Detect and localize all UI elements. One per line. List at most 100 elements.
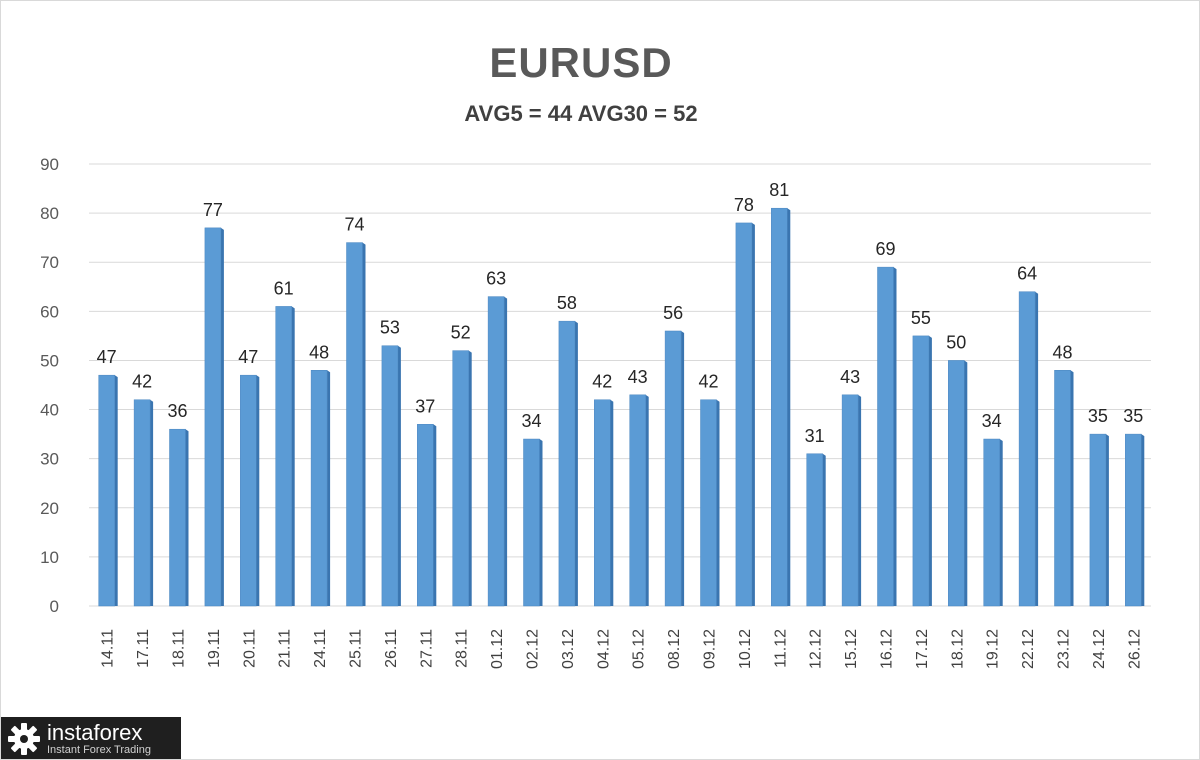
data-label: 56 <box>663 303 683 323</box>
x-tick-label: 27.11 <box>418 629 435 668</box>
bar <box>877 266 894 607</box>
bar-side <box>1070 370 1074 606</box>
x-tick-label: 11.12 <box>772 629 789 668</box>
x-tick-label: 24.11 <box>312 629 329 668</box>
data-label: 52 <box>451 323 471 343</box>
data-label: 42 <box>132 372 152 392</box>
data-label: 43 <box>840 367 860 387</box>
bar <box>1089 433 1107 607</box>
bar-side <box>539 439 543 606</box>
bar-side <box>610 399 614 606</box>
bars <box>98 207 1145 607</box>
y-tick-label: 0 <box>50 597 59 616</box>
bar-side <box>220 227 224 606</box>
bar <box>204 227 222 607</box>
bar <box>948 360 965 607</box>
x-tick-label: 26.11 <box>383 629 400 668</box>
bar <box>594 399 611 607</box>
x-tick-label: 25.11 <box>348 629 365 668</box>
x-tick-label: 16.12 <box>879 629 896 669</box>
bar <box>664 330 682 607</box>
y-tick-label: 40 <box>40 401 59 420</box>
bar <box>240 374 257 607</box>
data-label: 34 <box>521 411 541 431</box>
bar <box>381 345 399 607</box>
x-tick-label: 12.12 <box>808 629 825 669</box>
data-label: 64 <box>1017 264 1037 284</box>
data-label: 77 <box>203 200 223 220</box>
y-axis-ticks: 0 10 20 30 40 50 60 70 80 90 <box>40 155 59 616</box>
data-label: 47 <box>238 347 258 367</box>
bar <box>275 306 292 607</box>
bar-side <box>751 222 755 606</box>
bar-side <box>468 350 472 606</box>
data-label: 42 <box>698 372 718 392</box>
data-label: 42 <box>592 372 612 392</box>
bar <box>98 374 115 607</box>
x-axis-ticks: 14.11 17.11 18.11 19.11 20.11 21.11 24.11 25.11… <box>100 629 1144 669</box>
bar-side <box>362 242 366 607</box>
bar-side <box>504 296 508 606</box>
bar-side <box>822 453 826 606</box>
data-label: 35 <box>1123 406 1143 426</box>
data-label: 34 <box>982 411 1002 431</box>
y-tick-label: 50 <box>40 351 59 370</box>
bar <box>912 335 930 607</box>
bar-side <box>150 399 154 606</box>
bar-side <box>1035 291 1039 606</box>
x-tick-label: 18.12 <box>949 629 966 669</box>
gear-icon <box>8 723 40 755</box>
bar <box>487 296 505 607</box>
y-tick-label: 90 <box>40 155 59 174</box>
x-tick-label: 03.12 <box>560 629 577 669</box>
y-tick-label: 20 <box>40 499 59 518</box>
y-tick-label: 60 <box>40 302 59 321</box>
bar-side <box>1141 434 1145 606</box>
x-tick-label: 19.11 <box>206 629 223 668</box>
instaforex-logo: instaforex Instant Forex Trading <box>1 717 181 759</box>
bar <box>806 453 823 607</box>
bar <box>133 399 151 607</box>
bar <box>735 222 753 607</box>
y-tick-label: 70 <box>40 253 59 272</box>
gridlines <box>89 163 1151 607</box>
data-label: 81 <box>769 180 789 200</box>
x-tick-label: 19.12 <box>985 629 1002 669</box>
data-label: 61 <box>274 278 294 298</box>
bar <box>417 424 434 607</box>
data-label: 69 <box>875 239 895 259</box>
data-label: 55 <box>911 308 931 328</box>
bar <box>771 207 788 607</box>
bar-side <box>291 306 295 606</box>
data-label: 37 <box>415 396 435 416</box>
y-tick-label: 10 <box>40 548 59 567</box>
bar <box>346 242 363 607</box>
x-tick-label: 09.12 <box>702 629 719 669</box>
bar-side <box>681 330 685 606</box>
x-tick-label: 24.12 <box>1091 629 1108 669</box>
x-tick-label: 08.12 <box>666 629 683 669</box>
data-label: 74 <box>344 215 364 235</box>
bar <box>700 399 717 607</box>
bar <box>452 350 469 607</box>
data-label: 48 <box>1052 342 1072 362</box>
x-tick-label: 28.11 <box>454 629 471 668</box>
x-tick-label: 10.12 <box>737 629 754 669</box>
bar-side <box>716 399 720 606</box>
x-tick-label: 18.11 <box>171 629 188 668</box>
data-label: 53 <box>380 318 400 338</box>
bar <box>983 438 1000 607</box>
x-tick-label: 20.11 <box>241 629 258 668</box>
bar <box>558 320 576 607</box>
bar-side <box>999 439 1003 606</box>
bar <box>1125 433 1142 607</box>
logo-tagline: Instant Forex Trading <box>47 743 151 756</box>
bar-side <box>114 375 118 606</box>
data-label: 58 <box>557 293 577 313</box>
y-tick-label: 80 <box>40 204 59 223</box>
bar-side <box>327 370 331 606</box>
data-label: 31 <box>805 426 825 446</box>
bar-side <box>645 394 649 606</box>
data-label: 63 <box>486 269 506 289</box>
